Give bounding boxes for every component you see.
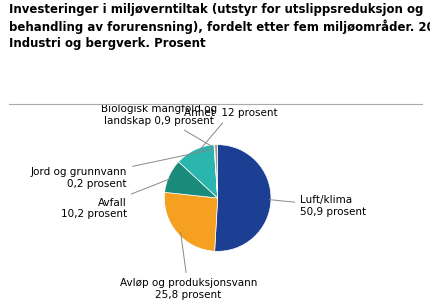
Wedge shape bbox=[213, 145, 217, 198]
Text: Avfall
10,2 prosent: Avfall 10,2 prosent bbox=[61, 179, 170, 220]
Text: Jord og grunnvann
0,2 prosent: Jord og grunnvann 0,2 prosent bbox=[31, 150, 212, 188]
Wedge shape bbox=[164, 162, 217, 198]
Text: Luft/klima
50,9 prosent: Luft/klima 50,9 prosent bbox=[269, 195, 366, 217]
Text: Avløp og produksjonsvann
25,8 prosent: Avløp og produksjonsvann 25,8 prosent bbox=[120, 232, 256, 300]
Wedge shape bbox=[214, 145, 270, 251]
Text: Biologisk mangfold og
landskap 0,9 prosent: Biologisk mangfold og landskap 0,9 prose… bbox=[101, 104, 217, 148]
Text: Investeringer i miljøverntiltak (utstyr for utslippsreduksjon og
behandling av f: Investeringer i miljøverntiltak (utstyr … bbox=[9, 3, 430, 50]
Wedge shape bbox=[214, 145, 217, 198]
Wedge shape bbox=[164, 192, 217, 251]
Wedge shape bbox=[178, 145, 217, 198]
Text: Annet  12 prosent: Annet 12 prosent bbox=[184, 108, 277, 152]
